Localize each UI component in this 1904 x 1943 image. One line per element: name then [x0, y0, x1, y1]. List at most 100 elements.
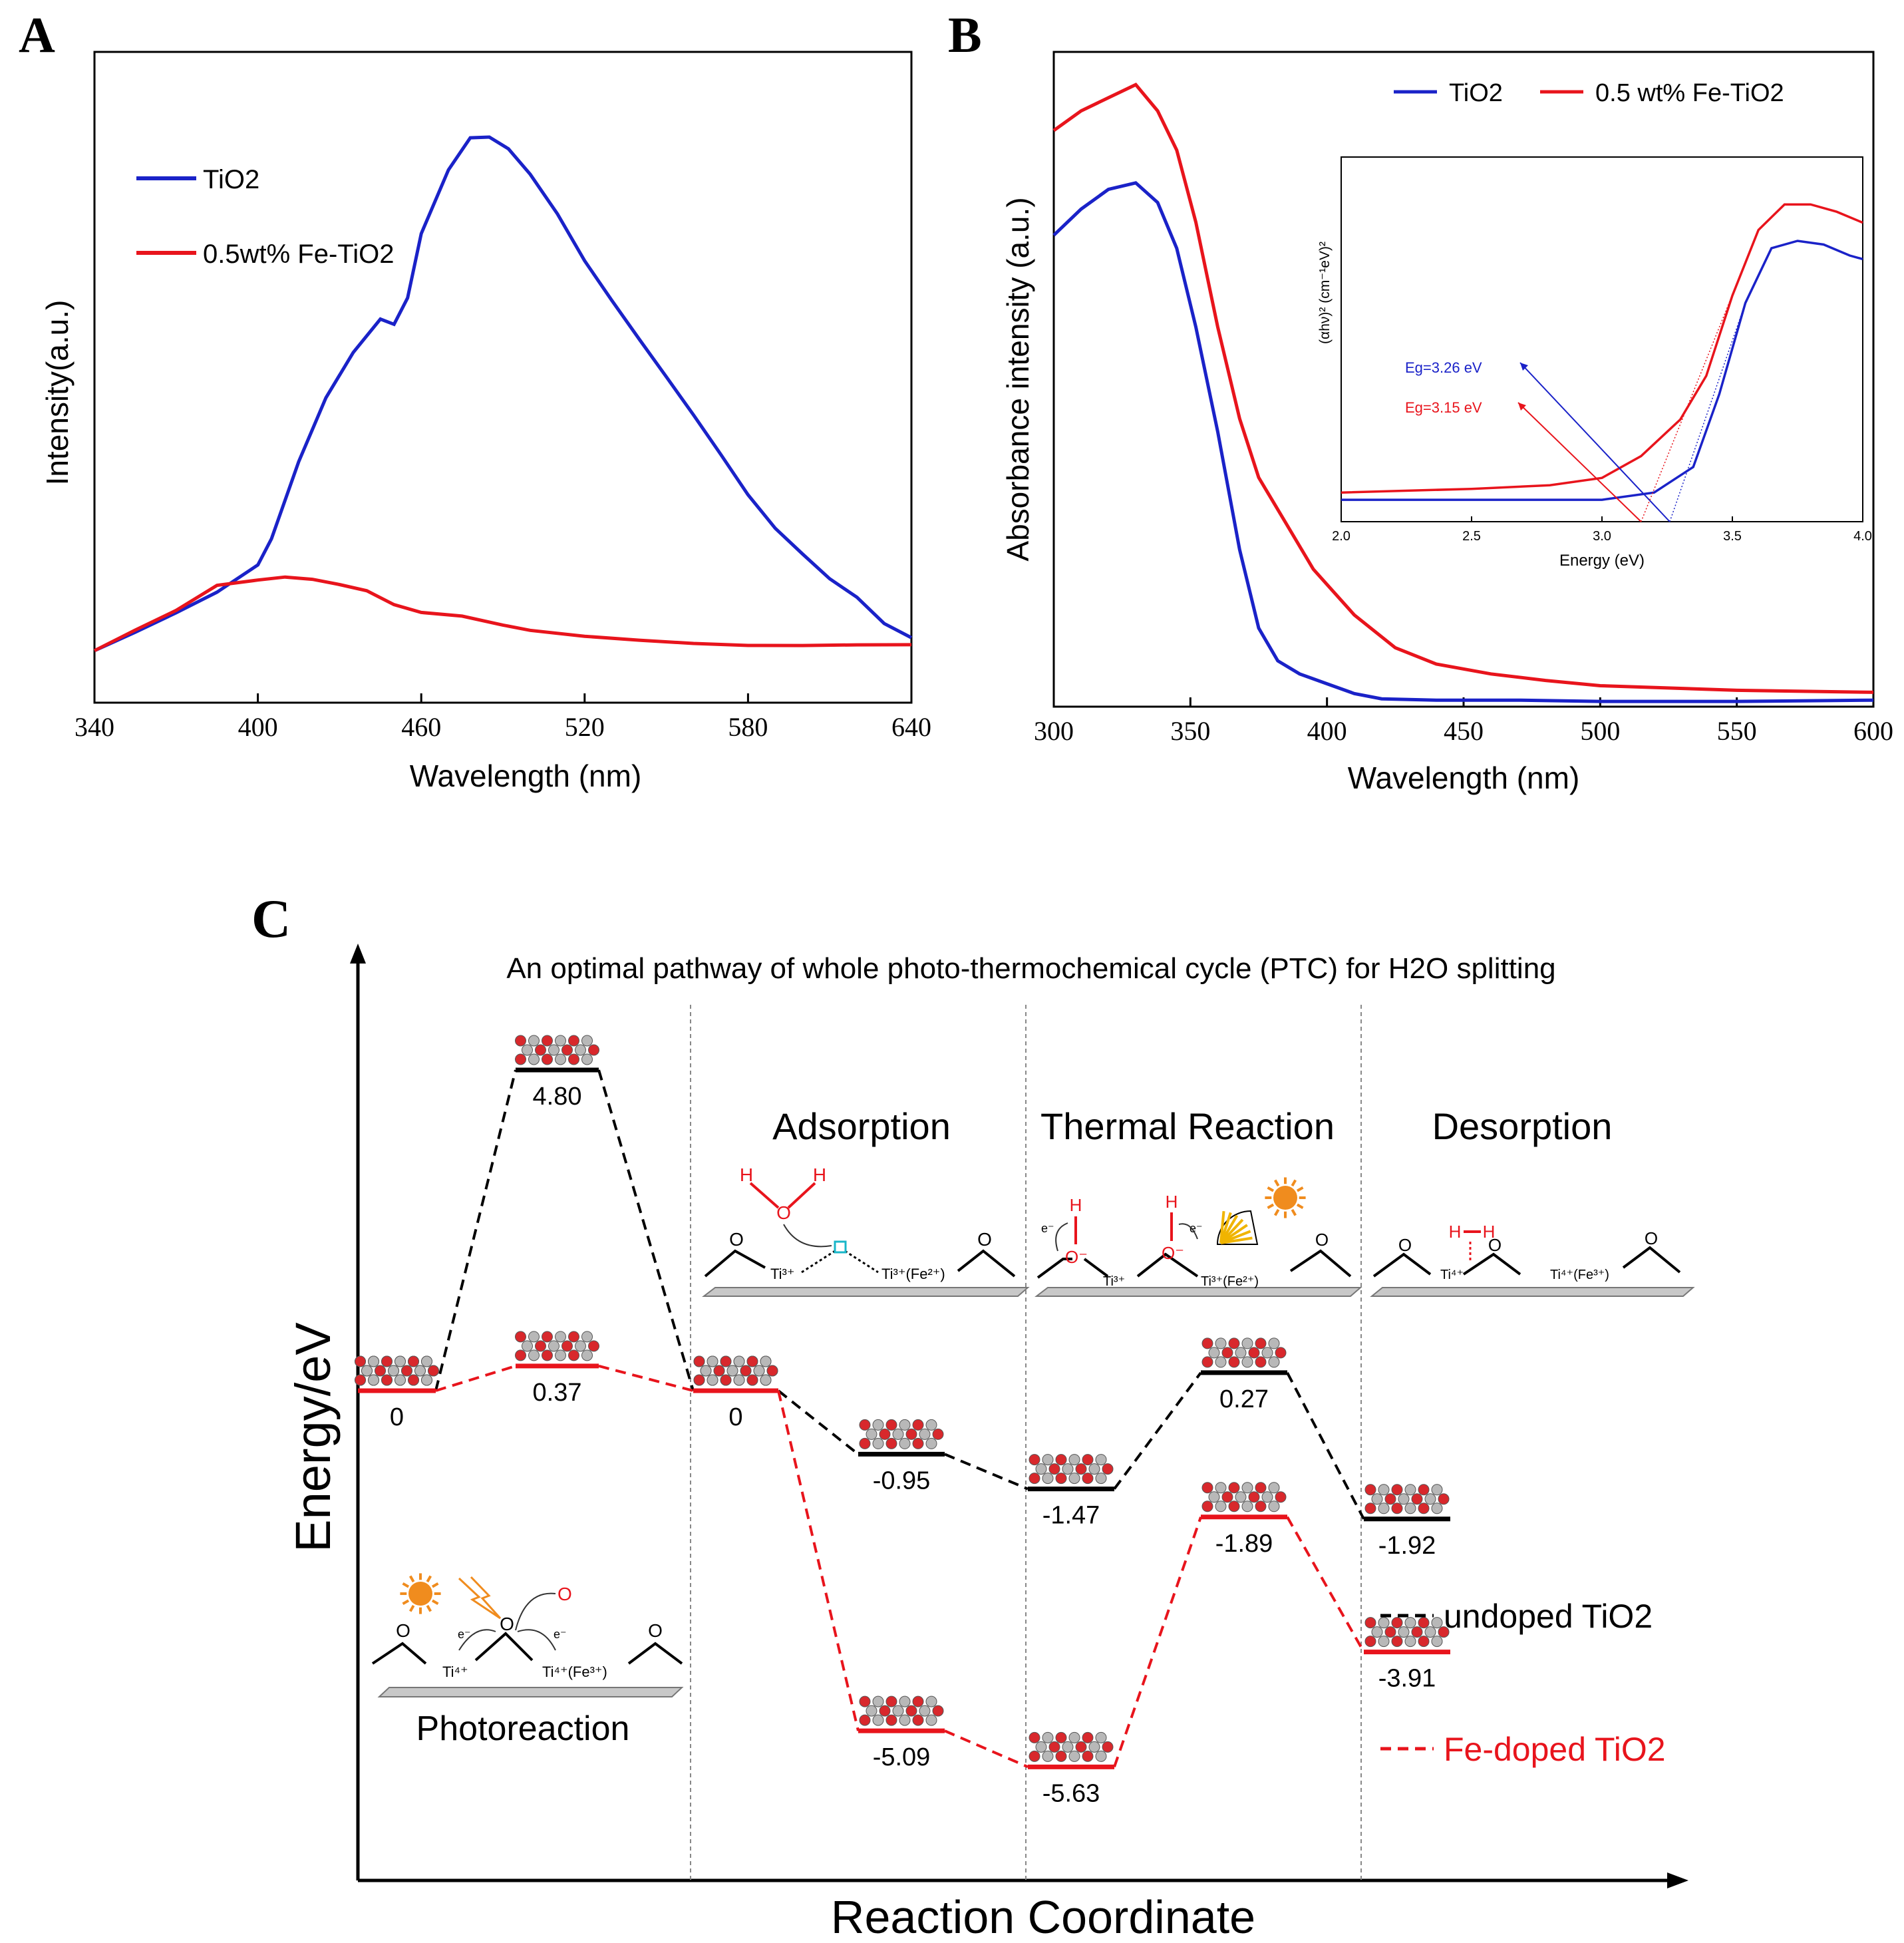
titanium-atom	[522, 1044, 533, 1056]
oxygen-atom	[1075, 1741, 1087, 1753]
titanium-atom	[707, 1374, 718, 1386]
x-tick-label: 600	[1853, 716, 1893, 746]
oxygen-atom	[932, 1705, 944, 1717]
panel-label-a: A	[19, 7, 55, 63]
scheme-ti-fe-label: Ti⁴⁺(Fe³⁺)	[1550, 1268, 1609, 1282]
arrow	[458, 1629, 496, 1651]
titanium-atom	[760, 1374, 772, 1386]
oxygen-atom	[1201, 1482, 1213, 1494]
titanium-atom	[1431, 1617, 1443, 1629]
extrapolation-line	[1641, 230, 1759, 522]
titanium-atom	[1424, 1493, 1436, 1505]
sun-ray	[408, 1604, 415, 1612]
scheme-ti-fe-label: Ti⁴⁺(Fe³⁺)	[542, 1664, 607, 1680]
titanium-atom	[548, 1044, 559, 1056]
slab-structure-icon	[1364, 1617, 1450, 1648]
energy-value-label: -1.89	[1215, 1530, 1273, 1558]
titanium-atom	[1404, 1636, 1416, 1648]
chart-b-series-tio2	[1052, 181, 1874, 703]
oxygen-atom	[912, 1714, 924, 1726]
slab-structure-icon	[1029, 1731, 1114, 1762]
titanium-atom	[925, 1695, 937, 1707]
titanium-atom	[1424, 1626, 1436, 1638]
sun-disc	[408, 1582, 432, 1606]
oxygen-atom	[1255, 1356, 1267, 1368]
chart-a-xlabel: Wavelength (nm)	[410, 759, 642, 793]
scheme-o-product: O	[557, 1584, 572, 1604]
x-tick-label: 3.0	[1593, 529, 1611, 544]
scheme-h-label: H	[1449, 1222, 1462, 1242]
titanium-atom	[1378, 1617, 1390, 1629]
oxygen-atom	[1411, 1626, 1423, 1638]
chart-a-xticks	[93, 693, 913, 703]
connector-fe-doped	[777, 1390, 860, 1731]
oxygen-atom	[1102, 1741, 1114, 1753]
bond-line	[627, 1642, 683, 1665]
bond-line	[371, 1642, 427, 1665]
scheme-h-label: H	[813, 1164, 826, 1185]
oxygen-atom	[1228, 1501, 1240, 1512]
scheme-ti-fe-label: Ti³⁺(Fe²⁺)	[1201, 1274, 1259, 1289]
oxygen-atom	[535, 1340, 546, 1352]
connector-undoped	[1286, 1371, 1365, 1520]
oxygen-atom	[720, 1374, 732, 1386]
scheme-electron-label: e⁻	[458, 1628, 471, 1641]
connector-undoped	[944, 1453, 1029, 1491]
titanium-atom	[575, 1044, 586, 1056]
scheme-o-label: O	[977, 1229, 992, 1250]
titanium-atom	[581, 1331, 593, 1343]
chart-c-ylabel: Energy/eV	[285, 1322, 341, 1552]
chart-b-xtick-labels: 300 350 400 450 500 550 600	[1034, 716, 1893, 746]
connector-undoped	[597, 1069, 695, 1391]
titanium-atom	[892, 1428, 904, 1440]
titanium-atom	[388, 1365, 399, 1377]
oxygen-atom	[1029, 1750, 1040, 1762]
scheme-ti-label: Ti⁴⁺	[1440, 1268, 1464, 1282]
titanium-atom	[581, 1053, 593, 1065]
titanium-atom	[925, 1714, 937, 1726]
titanium-atom	[1095, 1750, 1107, 1762]
titanium-atom	[1371, 1493, 1383, 1505]
energy-value-label: -1.92	[1378, 1532, 1436, 1560]
scheme-h-label: H	[1166, 1192, 1178, 1212]
oxygen-atom	[1048, 1463, 1060, 1475]
lightning-icon	[458, 1576, 502, 1620]
titanium-atom	[395, 1374, 406, 1386]
oxygen-atom	[1055, 1473, 1067, 1485]
titanium-atom	[1068, 1454, 1080, 1466]
x-tick-label: 550	[1717, 716, 1757, 746]
bond-line	[704, 1249, 766, 1278]
oxygen-atom	[561, 1044, 573, 1056]
slab-structure-icon	[693, 1355, 778, 1386]
x-tick-label: 340	[75, 712, 114, 742]
scheme-electron-label: e⁻	[554, 1628, 567, 1641]
scheme-photoreaction: O O O Ti⁴⁺ Ti⁴⁺(Fe³⁺) e⁻ e⁻ O	[371, 1573, 684, 1697]
heat-radiation-icon	[1216, 1210, 1259, 1245]
oxygen-atom	[1048, 1741, 1060, 1753]
bond-line	[1462, 1252, 1521, 1276]
chart-c-x-arrow	[1667, 1872, 1688, 1888]
slab-structure-icon	[515, 1035, 599, 1065]
oxygen-atom	[1075, 1463, 1087, 1475]
oxygen-atom	[1228, 1482, 1240, 1494]
arrow-head	[1520, 363, 1528, 371]
chart-b-xlabel: Wavelength (nm)	[1348, 761, 1580, 795]
oxygen-atom	[1418, 1484, 1430, 1496]
scheme-o-minus-label: O⁻	[1065, 1247, 1088, 1267]
scheme-adsorption: O O Ti³⁺ Ti³⁺(Fe²⁺) H O H	[702, 1164, 1030, 1297]
titanium-atom	[753, 1365, 765, 1377]
scheme-h-label: H	[740, 1164, 753, 1185]
bond-line	[1136, 1252, 1199, 1278]
sun-ray	[1273, 1179, 1280, 1187]
chart-a-series-fe-tio2	[93, 575, 912, 653]
chart-c-legend-undoped: undoped TiO2	[1444, 1598, 1653, 1635]
scheme-ti-label: Ti³⁺	[770, 1266, 794, 1282]
oxygen-atom	[1221, 1491, 1233, 1503]
titanium-atom	[1268, 1501, 1280, 1512]
scheme-desorption: O O O Ti⁴⁺ Ti⁴⁺(Fe³⁺) H H	[1370, 1222, 1695, 1297]
titanium-atom	[581, 1349, 593, 1361]
titanium-atom	[555, 1349, 566, 1361]
titanium-atom	[1235, 1491, 1247, 1503]
x-tick-label: 300	[1034, 716, 1074, 746]
titanium-atom	[1431, 1502, 1443, 1514]
